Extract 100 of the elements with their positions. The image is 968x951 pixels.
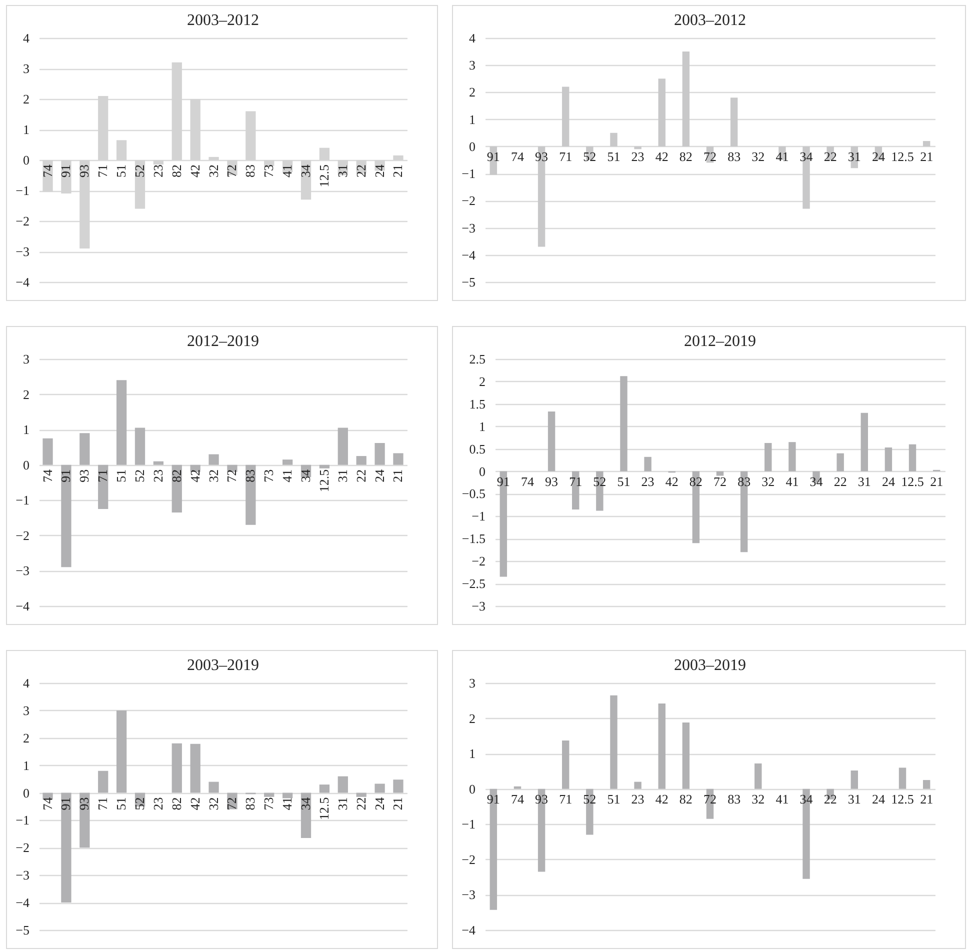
x-tick-label: 82 bbox=[168, 469, 184, 482]
x-tick-label: 91 bbox=[58, 797, 74, 810]
bar bbox=[908, 444, 916, 472]
x-tick-label: 51 bbox=[114, 797, 129, 810]
y-tick-label: −3 bbox=[462, 887, 476, 902]
y-tick-label: −1 bbox=[16, 183, 30, 198]
y-tick-label: −0.5 bbox=[462, 486, 486, 502]
x-tick-label: 52 bbox=[583, 148, 596, 164]
bar bbox=[116, 710, 127, 793]
x-tick-label: 82 bbox=[168, 797, 184, 810]
x-tick-label: 22 bbox=[824, 791, 837, 806]
y-tick-label: 0 bbox=[469, 781, 476, 796]
x-tick-label: 12.5 bbox=[316, 164, 332, 188]
x-tick-label: 73 bbox=[261, 164, 276, 178]
x-tick-label: 82 bbox=[679, 148, 692, 164]
x-tick-label: 41 bbox=[280, 164, 295, 178]
x-tick-label: 21 bbox=[390, 797, 406, 810]
x-tick-label: 23 bbox=[631, 791, 644, 806]
x-tick-label: 71 bbox=[559, 148, 572, 164]
y-tick-label: 0 bbox=[23, 457, 30, 472]
x-tick-label: 12.5 bbox=[316, 797, 332, 820]
x-tick-label: 74 bbox=[510, 791, 524, 806]
bar bbox=[356, 456, 366, 465]
x-tick-label: 34 bbox=[800, 148, 814, 164]
x-tick-label: 31 bbox=[334, 164, 350, 178]
x-tick-label: 42 bbox=[187, 797, 202, 810]
x-tick-label: 52 bbox=[132, 797, 147, 810]
bar bbox=[338, 428, 348, 465]
x-tick-label: 51 bbox=[114, 164, 129, 178]
y-tick-label: 3 bbox=[23, 352, 30, 366]
y-tick-label: −2 bbox=[462, 193, 476, 208]
x-tick-label: 52 bbox=[583, 791, 596, 806]
y-tick-label: 3 bbox=[23, 702, 30, 718]
y-tick-label: 2 bbox=[479, 374, 486, 389]
y-tick-label: 0.5 bbox=[469, 441, 486, 456]
chart-title: 2012–2019 bbox=[187, 333, 259, 350]
bar bbox=[282, 792, 293, 798]
x-tick-label: 42 bbox=[665, 474, 678, 489]
y-tick-label: −5 bbox=[462, 274, 476, 290]
y-tick-label: −3 bbox=[462, 220, 476, 236]
bar bbox=[610, 695, 618, 789]
x-tick-label: 83 bbox=[242, 164, 258, 178]
bar bbox=[61, 464, 72, 568]
chart-title: 2003–2019 bbox=[187, 657, 259, 674]
y-tick-label: 1 bbox=[23, 122, 30, 137]
y-tick-label: 0 bbox=[23, 152, 30, 168]
y-tick-label: −3 bbox=[472, 598, 486, 614]
x-tick-label: 12.5 bbox=[901, 474, 924, 489]
y-tick-label: 2 bbox=[469, 84, 476, 100]
bar bbox=[208, 454, 219, 465]
x-tick-label: 72 bbox=[704, 148, 716, 164]
y-tick-label: 4 bbox=[469, 30, 476, 46]
y-tick-label: −5 bbox=[16, 922, 30, 938]
x-tick-label: 83 bbox=[242, 797, 258, 810]
y-tick-label: −1 bbox=[472, 508, 486, 524]
x-tick-label: 32 bbox=[762, 474, 775, 489]
x-tick-label: 41 bbox=[280, 469, 295, 482]
x-tick-label: 31 bbox=[334, 797, 350, 810]
x-tick-label: 31 bbox=[848, 148, 861, 164]
y-tick-label: −1.5 bbox=[462, 531, 486, 546]
y-tick-label: −4 bbox=[16, 895, 30, 910]
x-tick-label: 82 bbox=[679, 791, 692, 806]
y-tick-label: 0 bbox=[469, 138, 476, 154]
x-tick-label: 42 bbox=[187, 469, 202, 482]
bar bbox=[658, 78, 666, 146]
x-tick-label: 23 bbox=[150, 164, 166, 178]
x-tick-label: 73 bbox=[261, 797, 276, 810]
y-tick-label: −1 bbox=[16, 812, 30, 828]
bar bbox=[764, 442, 772, 472]
bar bbox=[282, 460, 293, 465]
y-tick-label: 1.5 bbox=[469, 396, 486, 412]
x-tick-label: 41 bbox=[786, 474, 799, 489]
bar bbox=[788, 442, 796, 472]
x-tick-label: 23 bbox=[641, 474, 654, 489]
bar bbox=[562, 86, 570, 146]
x-tick-label: 51 bbox=[607, 148, 620, 164]
x-tick-label: 42 bbox=[655, 791, 668, 806]
bar bbox=[754, 763, 762, 789]
x-tick-label: 22 bbox=[824, 148, 837, 164]
bar bbox=[61, 792, 72, 903]
y-tick-label: −1 bbox=[16, 492, 30, 508]
x-tick-label: 24 bbox=[882, 474, 896, 489]
y-tick-label: −1 bbox=[462, 166, 476, 182]
bar bbox=[922, 780, 930, 789]
x-tick-label: 71 bbox=[559, 791, 572, 806]
x-tick-label: 32 bbox=[206, 164, 221, 178]
x-tick-label: 93 bbox=[76, 797, 92, 810]
x-tick-label: 83 bbox=[728, 148, 741, 164]
bar bbox=[374, 442, 385, 465]
x-tick-label: 12.5 bbox=[316, 469, 332, 492]
y-tick-label: −4 bbox=[16, 274, 30, 290]
chart-title: 2012–2019 bbox=[684, 333, 756, 350]
bar bbox=[620, 376, 628, 472]
bar bbox=[153, 461, 164, 465]
x-tick-label: 34 bbox=[298, 164, 314, 178]
x-tick-label: 34 bbox=[298, 468, 314, 482]
x-tick-label: 73 bbox=[261, 469, 276, 482]
x-tick-label: 24 bbox=[872, 791, 886, 806]
bar bbox=[548, 412, 556, 472]
x-tick-label: 21 bbox=[390, 164, 406, 178]
